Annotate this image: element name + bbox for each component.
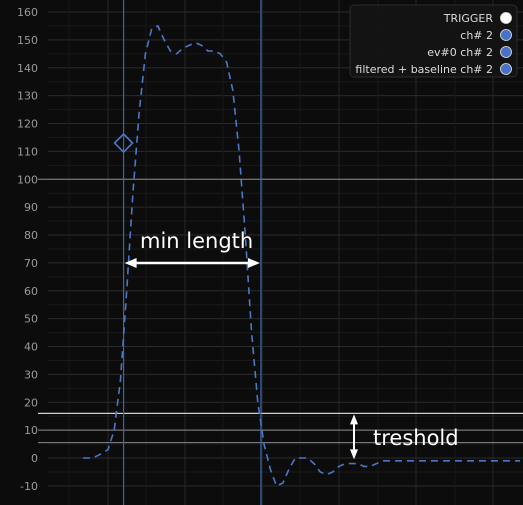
y-tick-label: -10 xyxy=(20,480,38,493)
legend-entry-swatch xyxy=(500,46,512,58)
annotations: min length treshold xyxy=(124,229,459,460)
markers xyxy=(113,132,134,154)
min-length-label: min length xyxy=(140,229,253,253)
legend-entry-label: ev#0 ch# 2 xyxy=(427,46,493,59)
legend-box xyxy=(349,4,518,78)
y-tick-label: 60 xyxy=(24,285,38,298)
y-tick-label: 150 xyxy=(17,34,38,47)
y-tick-label: 160 xyxy=(17,6,38,19)
threshold-label: treshold xyxy=(373,426,459,450)
y-tick-label: 40 xyxy=(24,341,38,354)
legend-entry-label: ch# 2 xyxy=(460,29,493,42)
threshold-arrowhead-top xyxy=(350,414,358,425)
diamond-marker xyxy=(113,132,134,154)
y-tick-label: 0 xyxy=(31,452,38,465)
legend-entry-swatch xyxy=(500,12,512,24)
y-tick-label: 100 xyxy=(17,173,38,186)
series-group xyxy=(83,24,520,487)
legend: TRIGGER ch# 2 ev#0 ch# 2 filtered + baselin… xyxy=(349,4,518,78)
y-tick-label: 90 xyxy=(24,201,38,214)
legend-entry-swatch xyxy=(500,29,512,41)
y-tick-label: 140 xyxy=(17,62,38,75)
y-tick-labels: -10 0 10 20 30 40 50 60 70 80 90 100 110 120 130 140 150… xyxy=(17,6,38,493)
min-length-arrowhead-left xyxy=(124,258,137,268)
legend-entry-label: TRIGGER xyxy=(443,12,494,25)
y-tick-label: 20 xyxy=(24,396,38,409)
y-tick-label: 70 xyxy=(24,257,38,270)
y-tick-label: 120 xyxy=(17,118,38,131)
y-tick-label: 80 xyxy=(24,229,38,242)
y-tick-label: 110 xyxy=(17,145,38,158)
horizontal-lines xyxy=(38,178,523,444)
legend-entry-swatch xyxy=(500,63,512,75)
legend-entry-label: filtered + baseline ch# 2 xyxy=(355,63,493,76)
y-tick-label: 130 xyxy=(17,90,38,103)
min-length-arrowhead-right xyxy=(247,258,260,268)
y-tick-label: 10 xyxy=(24,424,38,437)
series-line xyxy=(83,24,520,487)
y-tick-label: 30 xyxy=(24,368,38,381)
threshold-arrowhead-bottom xyxy=(350,449,358,460)
y-tick-label: 50 xyxy=(24,313,38,326)
